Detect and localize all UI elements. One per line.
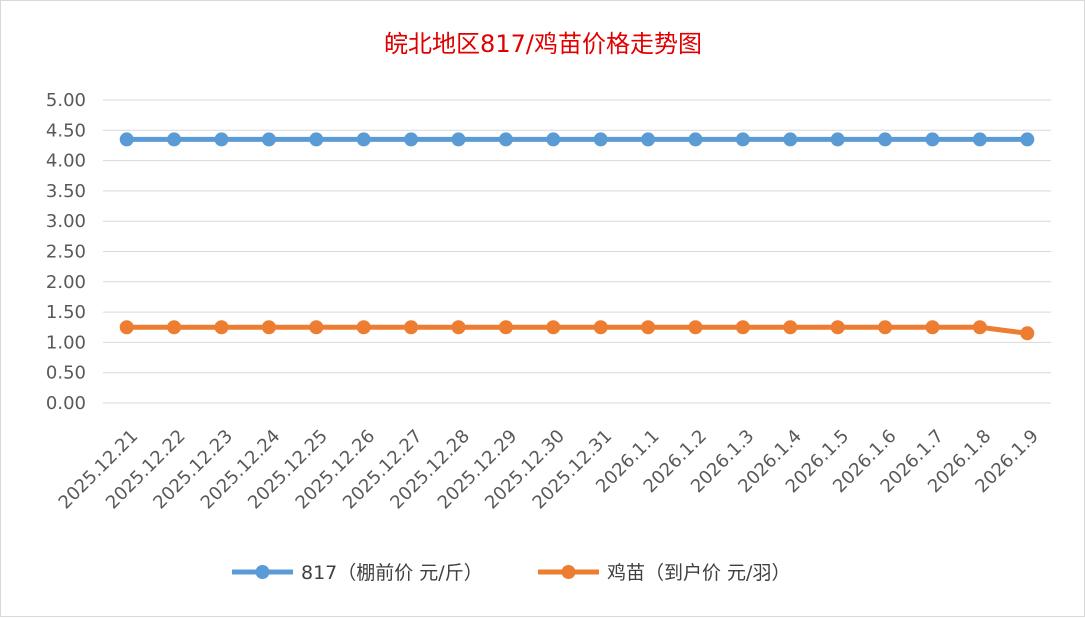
data-point (878, 132, 893, 147)
legend: 817（棚前价 元/斤） 鸡苗（到户价 元/羽） (232, 562, 790, 584)
y-tick-label: 5.00 (46, 90, 86, 111)
data-point (830, 132, 845, 147)
data-point (356, 320, 371, 335)
data-point (925, 320, 940, 335)
data-point (167, 132, 182, 147)
series-1 (119, 132, 1035, 147)
series-layer (119, 132, 1035, 341)
grid-lines (103, 99, 1051, 404)
data-point (546, 320, 561, 335)
data-point (261, 132, 276, 147)
data-point (972, 132, 987, 147)
data-point (404, 320, 419, 335)
y-tick-label: 0.50 (46, 363, 86, 384)
data-point (309, 320, 324, 335)
data-point (641, 132, 656, 147)
data-point (119, 132, 134, 147)
y-tick-label: 3.00 (46, 211, 86, 232)
data-point (735, 320, 750, 335)
data-point (404, 132, 419, 147)
y-tick-label: 1.00 (46, 332, 86, 353)
data-point (878, 320, 893, 335)
data-point (214, 132, 229, 147)
data-point (688, 132, 703, 147)
legend-label: 鸡苗（到户价 元/羽） (607, 562, 790, 584)
data-point (498, 132, 513, 147)
data-point (783, 320, 798, 335)
y-axis-ticks: 0.00 0.50 1.00 1.50 2.00 2.50 3.00 3.50 4.00 4.50… (46, 90, 86, 414)
legend-item: 鸡苗（到户价 元/羽） (538, 562, 790, 584)
data-point (783, 132, 798, 147)
x-axis-ticks: 2025.12.212025.12.222025.12.232025.12.24… (55, 426, 1043, 514)
data-point (593, 132, 608, 147)
legend-swatch-marker (255, 565, 270, 579)
y-tick-label: 3.50 (46, 181, 86, 202)
data-point (1020, 132, 1035, 147)
data-point (261, 320, 276, 335)
y-tick-label: 2.00 (46, 272, 86, 293)
y-tick-label: 0.00 (46, 393, 86, 414)
data-point (214, 320, 229, 335)
legend-swatch-marker (561, 565, 576, 579)
data-point (972, 320, 987, 335)
data-point (167, 320, 182, 335)
data-point (119, 320, 134, 335)
data-point (641, 320, 656, 335)
data-point (593, 320, 608, 335)
y-tick-label: 1.50 (46, 302, 86, 323)
data-point (498, 320, 513, 335)
data-point (309, 132, 324, 147)
data-point (546, 132, 561, 147)
series-2 (119, 320, 1035, 341)
chart-title: 皖北地区817/鸡苗价格走势图 (384, 30, 702, 58)
y-tick-label: 4.50 (46, 120, 86, 141)
data-point (356, 132, 371, 147)
data-point (1020, 326, 1035, 341)
data-point (925, 132, 940, 147)
y-tick-label: 2.50 (46, 242, 86, 263)
data-point (735, 132, 750, 147)
data-point (451, 132, 466, 147)
data-point (451, 320, 466, 335)
legend-item: 817（棚前价 元/斤） (232, 562, 483, 584)
y-tick-label: 4.00 (46, 151, 86, 172)
data-point (830, 320, 845, 335)
data-point (688, 320, 703, 335)
series-line (126, 324, 1028, 336)
legend-label: 817（棚前价 元/斤） (301, 562, 483, 584)
